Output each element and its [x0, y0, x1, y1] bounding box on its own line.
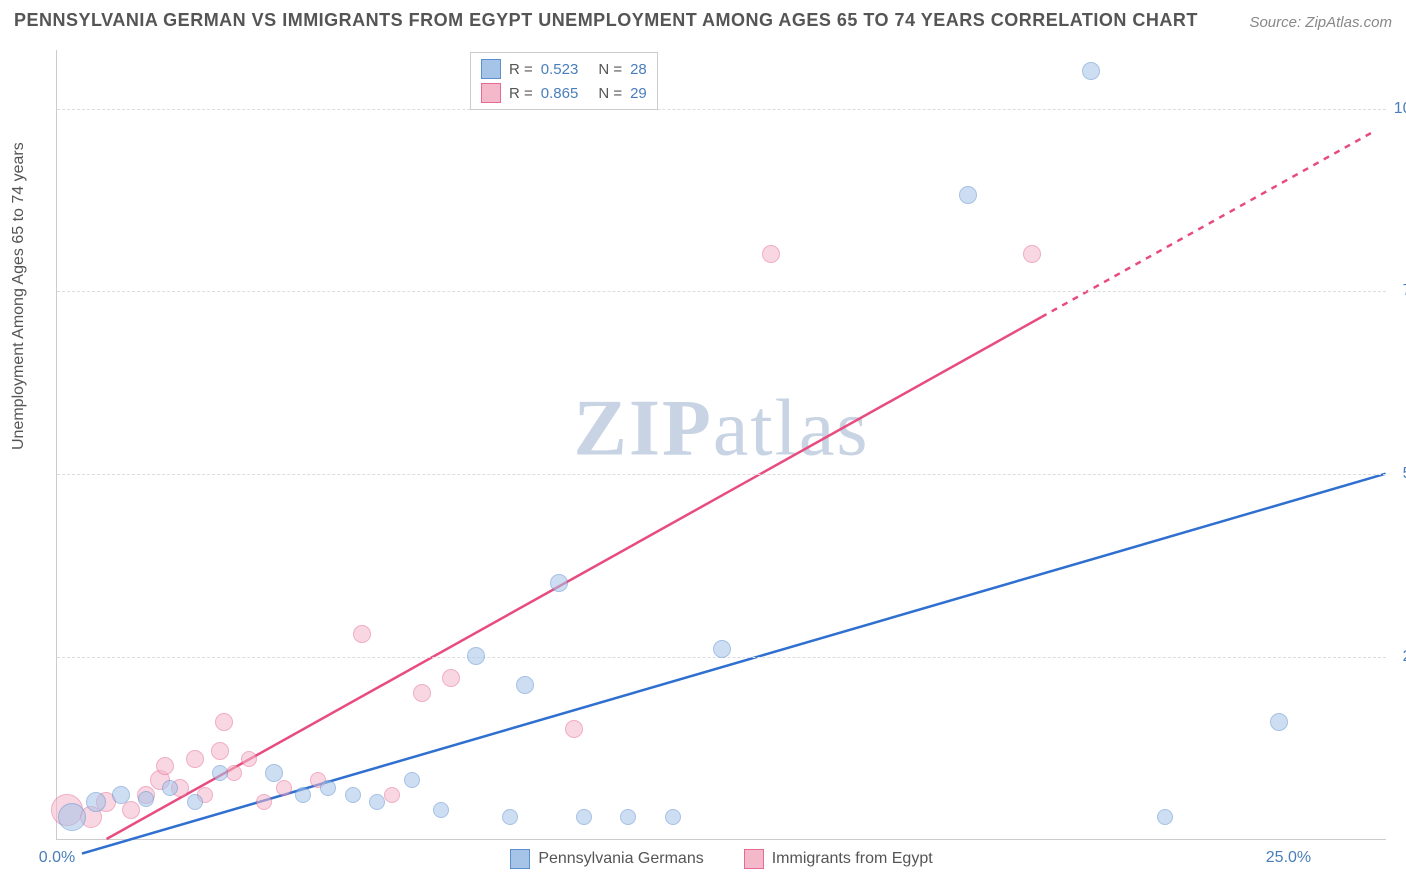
source-attribution: Source: ZipAtlas.com	[1249, 14, 1392, 31]
data-point	[516, 676, 534, 694]
data-point	[211, 742, 229, 760]
legend-item-2: Immigrants from Egypt	[744, 849, 933, 869]
data-point	[1157, 809, 1173, 825]
data-point	[502, 809, 518, 825]
data-point	[620, 809, 636, 825]
data-point	[384, 787, 400, 803]
y-axis-label: Unemployment Among Ages 65 to 74 years	[10, 142, 28, 450]
data-point	[162, 780, 178, 796]
data-point	[345, 787, 361, 803]
data-point	[433, 802, 449, 818]
data-point	[1023, 245, 1041, 263]
data-point	[1082, 62, 1100, 80]
x-tick-label: 0.0%	[39, 849, 75, 867]
data-point	[413, 684, 431, 702]
data-point	[122, 801, 140, 819]
legend-swatch-icon	[510, 849, 530, 869]
scatter-plot: ZIPatlas Pennsylvania Germans Immigrants…	[56, 50, 1386, 840]
data-point	[187, 794, 203, 810]
data-point	[467, 647, 485, 665]
data-point	[212, 765, 228, 781]
data-point	[404, 772, 420, 788]
x-tick-label: 25.0%	[1266, 849, 1311, 867]
legend-stats: R = 0.523 N = 28 R = 0.865 N = 29	[470, 52, 658, 110]
data-point	[665, 809, 681, 825]
legend-item-1: Pennsylvania Germans	[510, 849, 703, 869]
data-point	[565, 720, 583, 738]
stat-value: 28	[630, 61, 647, 78]
legend-swatch-icon	[481, 83, 501, 103]
data-point	[576, 809, 592, 825]
data-point	[959, 186, 977, 204]
data-point	[550, 574, 568, 592]
data-point	[1270, 713, 1288, 731]
y-tick-label: 75.0%	[1403, 282, 1406, 300]
y-tick-label: 50.0%	[1403, 465, 1406, 483]
legend-swatch-icon	[744, 849, 764, 869]
data-point	[226, 765, 242, 781]
data-point	[58, 803, 86, 831]
legend-stats-row: R = 0.523 N = 28	[481, 57, 647, 81]
legend-swatch-icon	[481, 59, 501, 79]
stat-label: R =	[509, 61, 533, 78]
stat-value: 0.523	[541, 61, 579, 78]
legend-label: Immigrants from Egypt	[772, 850, 933, 868]
y-tick-label: 100.0%	[1394, 100, 1406, 118]
y-tick-label: 25.0%	[1403, 648, 1406, 666]
data-point	[762, 245, 780, 263]
data-point	[265, 764, 283, 782]
stat-label: N =	[598, 85, 622, 102]
gridline	[57, 291, 1386, 292]
data-point	[713, 640, 731, 658]
legend-bottom: Pennsylvania Germans Immigrants from Egy…	[57, 849, 1386, 869]
data-point	[442, 669, 460, 687]
data-point	[256, 794, 272, 810]
data-point	[320, 780, 336, 796]
data-point	[241, 751, 257, 767]
stat-value: 29	[630, 85, 647, 102]
stat-label: R =	[509, 85, 533, 102]
trend-lines	[57, 50, 1386, 839]
data-point	[112, 786, 130, 804]
data-point	[86, 792, 106, 812]
gridline	[57, 109, 1386, 110]
chart-title: PENNSYLVANIA GERMAN VS IMMIGRANTS FROM E…	[14, 10, 1198, 31]
legend-label: Pennsylvania Germans	[538, 850, 703, 868]
stat-value: 0.865	[541, 85, 579, 102]
legend-stats-row: R = 0.865 N = 29	[481, 81, 647, 105]
data-point	[215, 713, 233, 731]
data-point	[138, 791, 154, 807]
data-point	[353, 625, 371, 643]
data-point	[295, 787, 311, 803]
data-point	[186, 750, 204, 768]
data-point	[276, 780, 292, 796]
stat-label: N =	[598, 61, 622, 78]
gridline	[57, 474, 1386, 475]
data-point	[156, 757, 174, 775]
data-point	[369, 794, 385, 810]
